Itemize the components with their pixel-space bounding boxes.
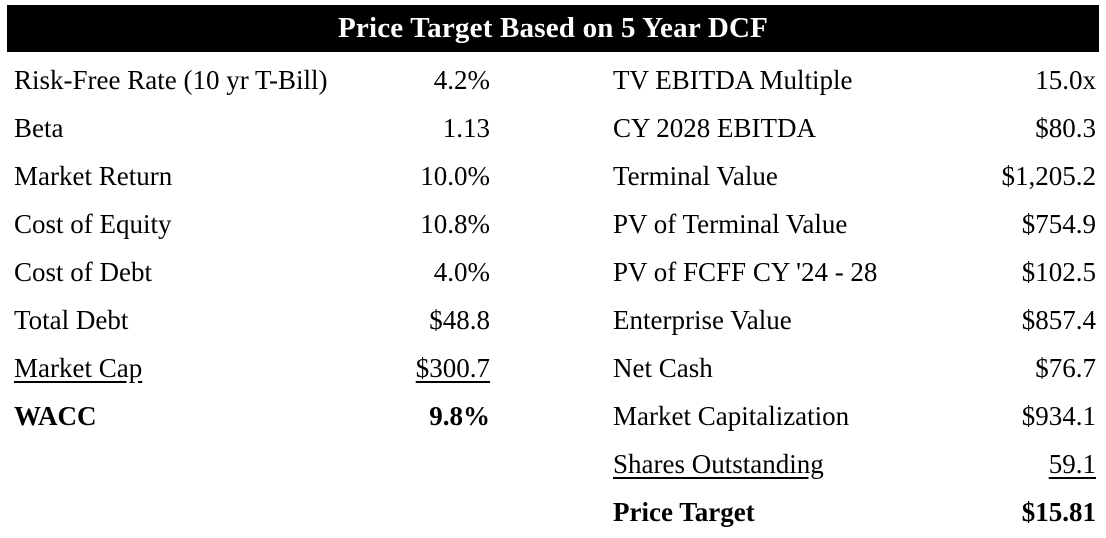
row-label: Risk-Free Rate (10 yr T-Bill)	[14, 64, 328, 95]
row-label: Market Return	[14, 160, 173, 191]
row-wacc: WACC 9.8%	[14, 392, 490, 440]
row-shares-outstanding: Shares Outstanding 59.1	[613, 440, 1096, 488]
row-tv-ebitda-multiple: TV EBITDA Multiple 15.0x	[613, 56, 1096, 104]
row-value: 59.1	[1048, 448, 1096, 479]
row-value: $934.1	[1021, 400, 1096, 431]
row-net-cash: Net Cash $76.7	[613, 344, 1096, 392]
row-label: Enterprise Value	[613, 304, 792, 335]
row-label: Net Cash	[613, 352, 713, 383]
row-value: 1.13	[442, 112, 490, 143]
row-price-target: Price Target $15.81	[613, 488, 1096, 536]
row-label: PV of Terminal Value	[613, 208, 848, 239]
row-label: Price Target	[613, 496, 755, 527]
row-label: PV of FCFF CY '24 - 28	[613, 256, 878, 287]
row-value: 10.8%	[420, 208, 490, 239]
row-value: $76.7	[1035, 352, 1096, 383]
row-risk-free-rate: Risk-Free Rate (10 yr T-Bill) 4.2%	[14, 56, 490, 104]
row-value: $754.9	[1021, 208, 1096, 239]
row-value: $1,205.2	[1001, 160, 1097, 191]
row-label: WACC	[14, 400, 97, 431]
row-value: 4.2%	[433, 64, 490, 95]
row-total-debt: Total Debt $48.8	[14, 296, 490, 344]
row-market-capitalization: Market Capitalization $934.1	[613, 392, 1096, 440]
row-value: $80.3	[1035, 112, 1096, 143]
row-value: 9.8%	[429, 400, 490, 431]
row-cost-of-debt: Cost of Debt 4.0%	[14, 248, 490, 296]
row-terminal-value: Terminal Value $1,205.2	[613, 152, 1096, 200]
row-label: Beta	[14, 112, 64, 143]
row-label: Market Capitalization	[613, 400, 850, 431]
row-label: TV EBITDA Multiple	[613, 64, 853, 95]
valuation-section: TV EBITDA Multiple 15.0x CY 2028 EBITDA …	[613, 56, 1096, 536]
row-value: $857.4	[1021, 304, 1096, 335]
wacc-section: Risk-Free Rate (10 yr T-Bill) 4.2% Beta …	[14, 56, 490, 440]
row-label: CY 2028 EBITDA	[613, 112, 816, 143]
row-value: $15.81	[1021, 496, 1096, 527]
row-label: Shares Outstanding	[613, 448, 824, 479]
row-label: Cost of Equity	[14, 208, 172, 239]
row-market-return: Market Return 10.0%	[14, 152, 490, 200]
row-market-cap: Market Cap $300.7	[14, 344, 490, 392]
row-value: $102.5	[1021, 256, 1096, 287]
row-value: $48.8	[429, 304, 490, 335]
row-pv-terminal-value: PV of Terminal Value $754.9	[613, 200, 1096, 248]
row-label: Cost of Debt	[14, 256, 152, 287]
table-title: Price Target Based on 5 Year DCF	[7, 5, 1099, 52]
row-cy-2028-ebitda: CY 2028 EBITDA $80.3	[613, 104, 1096, 152]
row-label: Total Debt	[14, 304, 129, 335]
row-value: $300.7	[415, 352, 490, 383]
row-enterprise-value: Enterprise Value $857.4	[613, 296, 1096, 344]
row-pv-fcff: PV of FCFF CY '24 - 28 $102.5	[613, 248, 1096, 296]
row-label: Terminal Value	[613, 160, 778, 191]
row-label: Market Cap	[14, 352, 143, 383]
row-value: 15.0x	[1035, 64, 1096, 95]
row-value: 10.0%	[420, 160, 490, 191]
row-value: 4.0%	[433, 256, 490, 287]
row-cost-of-equity: Cost of Equity 10.8%	[14, 200, 490, 248]
row-beta: Beta 1.13	[14, 104, 490, 152]
